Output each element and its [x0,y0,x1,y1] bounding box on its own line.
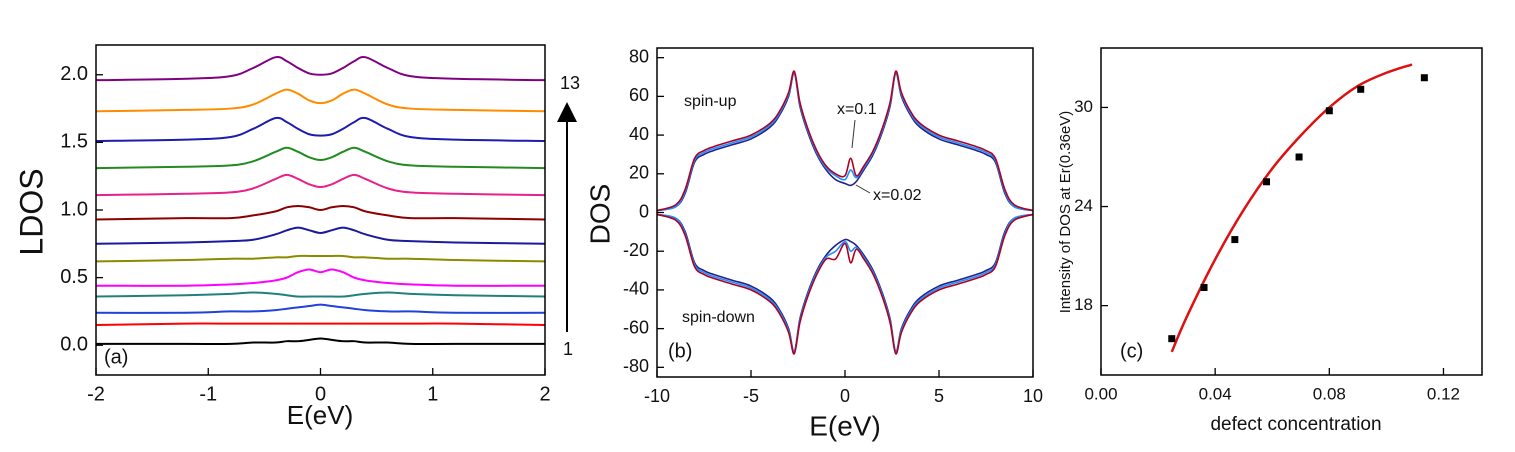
y-tick-label: -80 [623,356,649,376]
y-tick-label: 2.0 [60,63,88,85]
series-line [95,268,546,287]
series-line [96,337,545,345]
arrow-label: 13 [560,73,580,93]
x-tick-label: -10 [644,386,670,406]
series-line [656,213,1034,353]
y-tick-label: 18 [1074,295,1093,314]
x-tick-label: 0.08 [1313,384,1346,403]
y-tick-label: 20 [629,163,649,183]
y-tick-label: 1.5 [60,131,88,153]
series-line [95,173,546,197]
series-line [656,72,1034,212]
x-tick-label: -5 [743,386,759,406]
plot-frame [1100,47,1483,376]
series-line [95,291,546,298]
x-axis-label: E(eV) [809,410,881,441]
arrow-label: 1 [563,339,573,359]
x-tick-label: -2 [87,383,105,405]
annotation: spin-up [684,93,737,110]
y-tick-label: 80 [629,46,649,66]
data-point [1263,178,1271,186]
pointer [855,184,871,194]
y-tick-label: 0.5 [60,266,88,288]
panel-tag: (b) [668,340,692,362]
series-line [95,226,546,245]
series-line [656,213,1034,355]
x-tick-label: 10 [1023,386,1043,406]
series-line [656,213,1034,353]
series-line [95,116,546,143]
y-axis-label: DOS [584,184,615,245]
x-axis-label: defect concentration [1210,414,1381,435]
x-tick-label: 0 [840,386,850,406]
panel-tag: (c) [1120,340,1143,362]
series-line [95,322,546,326]
series-line [656,70,1034,212]
data-point [1325,107,1333,115]
x-tick-label: 0.12 [1427,384,1460,403]
x-tick-label: 5 [934,386,944,406]
x-tick-label: 0.00 [1084,384,1117,403]
data-point [1231,236,1239,244]
series-line [95,204,546,221]
series-line [656,72,1034,212]
series-line [95,146,546,170]
x-axis-label: E(eV) [287,400,353,430]
panel-tag: (a) [104,346,128,368]
series-line [95,88,546,113]
x-tick-label: 0 [315,383,326,405]
y-axis-label: LDOS [13,168,49,255]
series-line [95,254,546,263]
y-tick-label: 0 [639,201,649,221]
annotation: x=0.02 [873,187,922,204]
data-point [1200,283,1208,291]
pointer [851,119,856,149]
y-tick-label: 40 [629,124,649,144]
data-point [1357,85,1365,93]
data-point [1168,335,1176,343]
y-tick-label: 60 [629,85,649,105]
y-tick-label: -40 [623,279,649,299]
series-line [1170,63,1413,353]
y-tick-label: 0.0 [60,334,88,356]
x-tick-label: -1 [199,383,217,405]
x-tick-label: 0.04 [1199,384,1232,403]
data-point [1295,153,1303,161]
y-axis-label: Intensity of DOS at Er(0.36eV) [1057,111,1074,314]
data-point [1420,74,1428,82]
y-tick-label: 1.0 [60,198,88,220]
x-tick-label: 2 [539,383,550,405]
y-tick-label: -20 [623,240,649,260]
x-tick-label: 1 [427,383,438,405]
series-line [95,303,546,314]
annotation: spin-down [682,309,755,326]
y-tick-label: 30 [1074,97,1093,116]
y-tick-label: -60 [623,317,649,337]
y-tick-label: 24 [1074,196,1093,215]
annotation: x=0.1 [837,101,877,118]
series-line [95,55,546,82]
